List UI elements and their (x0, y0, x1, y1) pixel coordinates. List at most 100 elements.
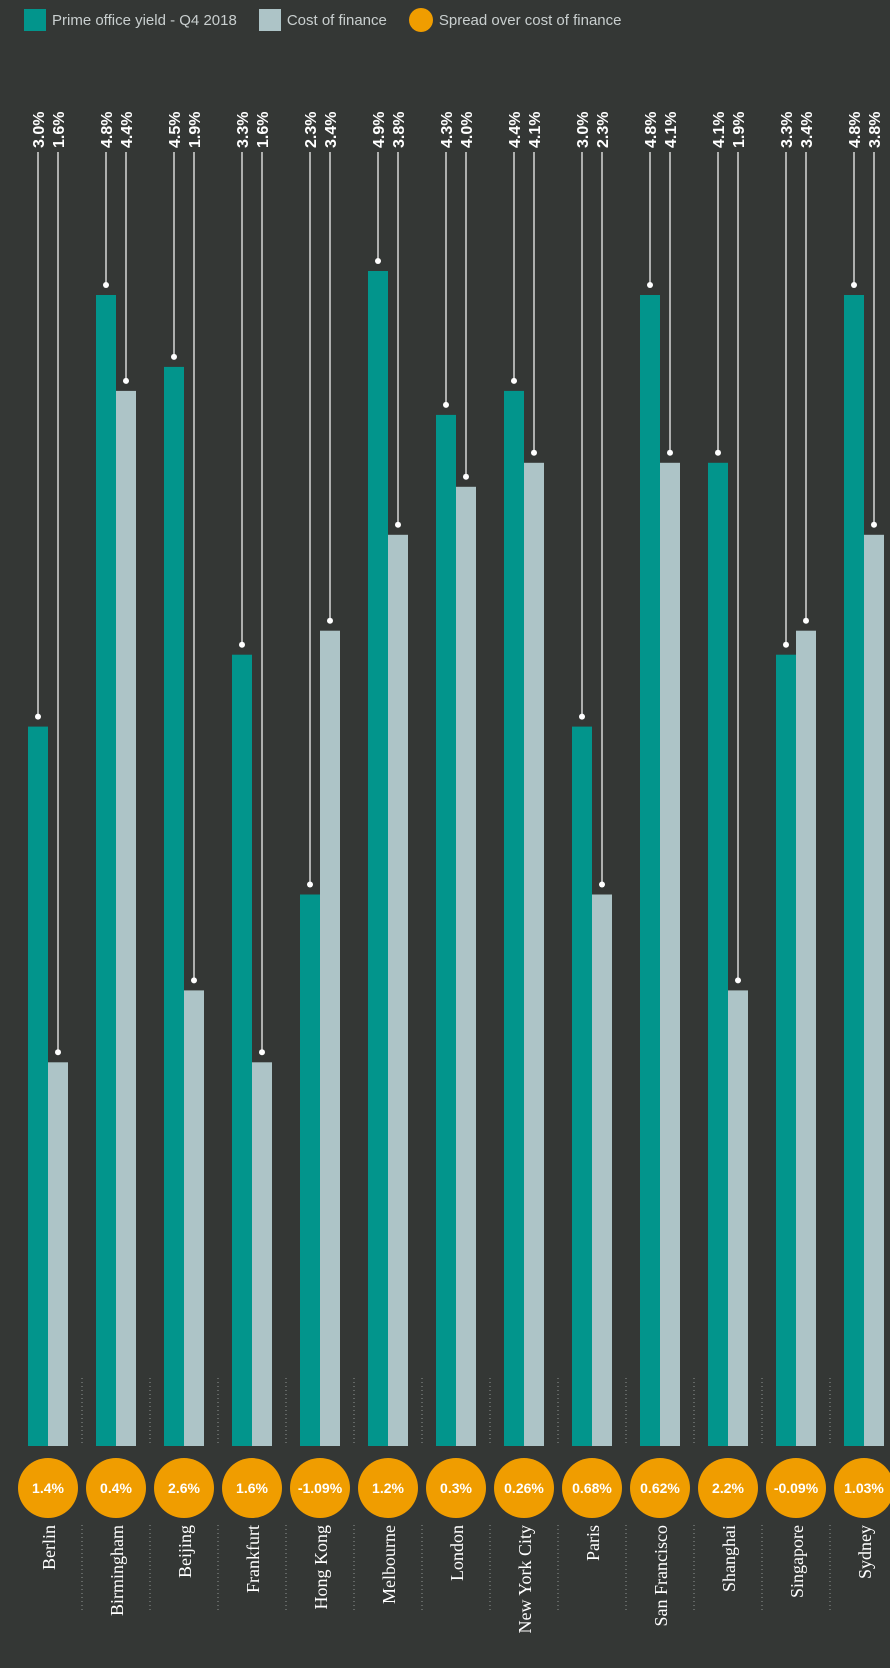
finance-value-label: 4.4% (119, 112, 136, 148)
finance-bar (184, 990, 204, 1446)
yield-value-label: 2.3% (303, 112, 320, 148)
spread-circle (766, 1458, 826, 1518)
finance-bar (864, 534, 884, 1446)
legend-item-yield: Prime office yield - Q4 2018 (24, 9, 237, 31)
yield-value-label: 4.5% (167, 112, 184, 148)
finance-value-label: 3.8% (867, 112, 884, 148)
spread-label: 1.4% (32, 1480, 64, 1496)
legend: Prime office yield - Q4 2018 Cost of fin… (24, 8, 643, 32)
spread-circle (630, 1458, 690, 1518)
yield-bar (28, 726, 48, 1446)
finance-leader-dot (395, 521, 401, 528)
yield-value-label: 4.3% (439, 112, 456, 148)
spread-label: 0.3% (440, 1480, 472, 1496)
yield-leader-dot (171, 353, 177, 360)
yield-leader-dot (375, 258, 381, 264)
city-label: Singapore (787, 1525, 807, 1598)
spread-circle (86, 1458, 146, 1518)
yield-value-label: 4.9% (371, 112, 388, 148)
finance-bar (524, 462, 544, 1446)
city-label: London (447, 1525, 467, 1581)
yield-bar (708, 462, 728, 1446)
legend-item-spread: Spread over cost of finance (408, 8, 621, 32)
city-label: Hong Kong (311, 1525, 331, 1610)
city-group: 4.8% 3.8% 1.03% Sydney (834, 112, 890, 1579)
yield-value-label: 4.8% (99, 112, 116, 148)
finance-swatch (258, 9, 281, 31)
finance-leader-dot (667, 449, 673, 456)
spread-label: 0.62% (640, 1480, 680, 1496)
finance-value-label: 1.6% (51, 112, 68, 148)
city-group: 4.1% 1.9% 2.2% Shanghai (698, 112, 758, 1592)
finance-value-label: 3.8% (391, 112, 408, 148)
yield-leader-dot (783, 641, 789, 648)
spread-label: 0.4% (100, 1480, 132, 1496)
finance-value-label: 4.1% (663, 112, 680, 148)
finance-leader-dot (735, 977, 741, 984)
yield-leader-dot (239, 641, 245, 648)
spread-label: -1.09% (298, 1480, 343, 1496)
yield-leader-dot (715, 449, 721, 456)
finance-leader-dot (259, 1049, 265, 1056)
yield-leader-dot (307, 881, 313, 888)
spread-circle (494, 1458, 554, 1518)
yield-bar (844, 295, 864, 1446)
city-label: New York City (515, 1525, 535, 1634)
finance-value-label: 1.9% (731, 112, 748, 148)
spread-label: 0.26% (504, 1480, 544, 1496)
yield-leader-dot (579, 713, 585, 720)
yield-bar (232, 654, 252, 1446)
city-group: 4.3% 4.0% 0.3% London (426, 112, 486, 1581)
finance-leader-dot (191, 977, 197, 984)
city-group: 4.8% 4.1% 0.62% San Francisco (630, 112, 690, 1626)
spread-label: 1.2% (372, 1480, 404, 1496)
city-group: 4.9% 3.8% 1.2% Melbourne (358, 112, 418, 1604)
spread-label: 1.03% (844, 1480, 884, 1496)
spread-label: -0.09% (774, 1480, 819, 1496)
finance-leader-dot (463, 473, 469, 480)
yield-value-label: 4.4% (507, 112, 524, 148)
city-label: Birmingham (107, 1525, 127, 1616)
finance-bar (48, 1062, 68, 1446)
city-label: Paris (583, 1525, 603, 1561)
finance-value-label: 3.4% (323, 112, 340, 148)
finance-leader-dot (531, 449, 537, 456)
yield-bar (572, 726, 592, 1446)
yield-value-label: 3.0% (31, 112, 48, 148)
finance-value-label: 4.0% (459, 112, 476, 148)
city-group: 4.4% 4.1% 0.26% New York City (494, 112, 554, 1634)
finance-leader-dot (871, 521, 877, 528)
yield-leader-dot (35, 713, 41, 720)
finance-value-label: 4.1% (527, 112, 544, 148)
city-label: Berlin (39, 1525, 59, 1570)
spread-circle (562, 1458, 622, 1518)
finance-value-label: 2.3% (595, 112, 612, 148)
finance-leader-dot (55, 1049, 61, 1056)
yield-value-label: 4.1% (711, 112, 728, 148)
yield-value-label: 4.8% (643, 112, 660, 148)
finance-value-label: 1.9% (187, 112, 204, 148)
yield-leader-dot (103, 282, 109, 288)
spread-label: 1.6% (236, 1480, 268, 1496)
yield-value-label: 3.0% (575, 112, 592, 148)
finance-value-label: 1.6% (255, 112, 272, 148)
finance-bar (252, 1062, 272, 1446)
city-group: 4.5% 1.9% 2.6% Beijing (154, 112, 214, 1578)
legend-yield-label: Prime office yield - Q4 2018 (52, 11, 237, 29)
spread-swatch (408, 8, 433, 32)
legend-finance-label: Cost of finance (286, 11, 387, 29)
finance-leader-dot (599, 881, 605, 888)
spread-circle (358, 1458, 418, 1518)
yield-value-label: 3.3% (779, 112, 796, 148)
spread-circle (834, 1458, 890, 1518)
yield-bar (640, 295, 660, 1446)
finance-bar (796, 630, 816, 1446)
city-group: 2.3% 3.4% -1.09% Hong Kong (290, 112, 350, 1610)
city-label: Shanghai (719, 1525, 739, 1592)
finance-bar (660, 462, 680, 1446)
spread-label: 2.6% (168, 1480, 200, 1496)
spread-label: 2.2% (712, 1480, 744, 1496)
city-group: 3.0% 1.6% 1.4% Berlin (18, 112, 78, 1570)
spread-label: 0.68% (572, 1480, 612, 1496)
spread-circle (290, 1458, 350, 1518)
